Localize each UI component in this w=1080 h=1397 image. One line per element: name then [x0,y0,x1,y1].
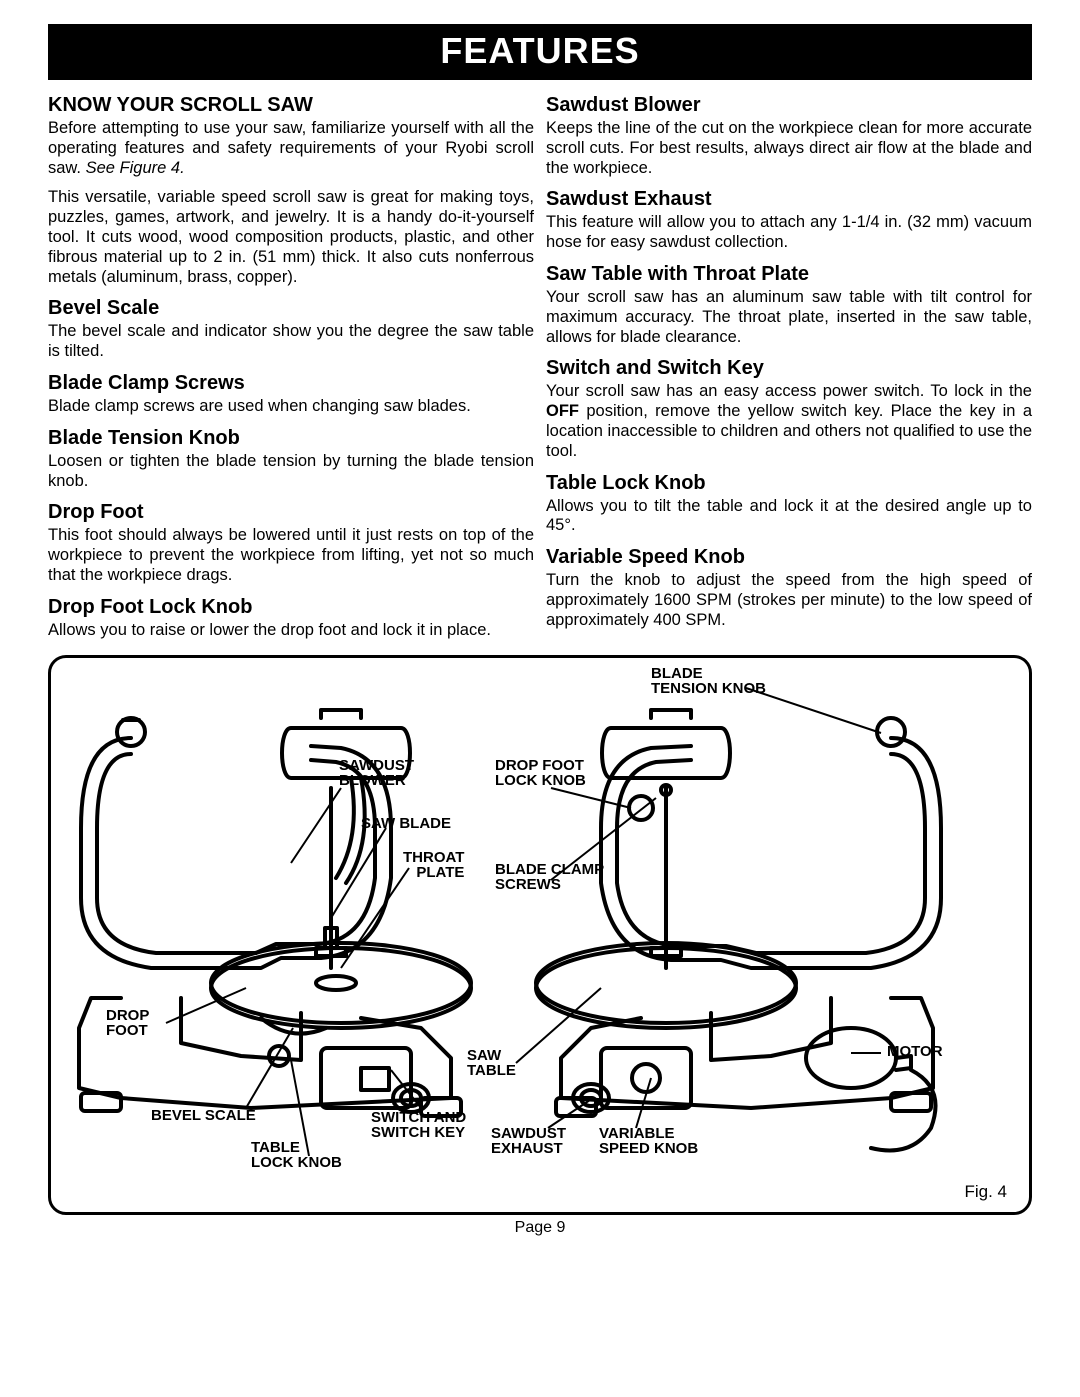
text-drop-foot-lock-knob: Allows you to raise or lower the drop fo… [48,621,534,641]
heading-switch-and-key: Switch and Switch Key [546,357,1032,380]
label-blade-clamp-screws: BLADE CLAMP SCREWS [495,862,604,894]
text-sawdust-exhaust: This feature will allow you to attach an… [546,213,1032,253]
text-sawdust-blower: Keeps the line of the cut on the workpie… [546,119,1032,178]
manual-page: FEATURES KNOW YOUR SCROLL SAW Before att… [0,0,1080,1257]
heading-bevel-scale: Bevel Scale [48,297,534,320]
page-number: Page 9 [48,1219,1032,1237]
heading-table-lock-knob: Table Lock Knob [546,472,1032,495]
intro-paragraph-2: This versatile, variable speed scroll sa… [48,188,534,287]
two-column-layout: KNOW YOUR SCROLL SAW Before attempting t… [48,94,1032,641]
label-drop-foot: DROP FOOT [106,1008,149,1040]
heading-variable-speed-knob: Variable Speed Knob [546,546,1032,569]
figure-4-container: BLADE TENSION KNOB SAWDUST BLOWER DROP F… [48,655,1032,1215]
heading-blade-tension-knob: Blade Tension Knob [48,427,534,450]
text-blade-clamp-screws: Blade clamp screws are used when changin… [48,397,534,417]
section-title-bar: FEATURES [48,24,1032,80]
heading-sawdust-exhaust: Sawdust Exhaust [546,188,1032,211]
left-column: KNOW YOUR SCROLL SAW Before attempting t… [48,94,534,641]
intro-paragraph-1: Before attempting to use your saw, famil… [48,119,534,178]
text-table-lock-knob: Allows you to tilt the table and lock it… [546,497,1032,537]
text-drop-foot: This foot should always be lowered until… [48,526,534,585]
label-table-lock-knob: TABLE LOCK KNOB [251,1140,342,1172]
label-blade-tension-knob: BLADE TENSION KNOB [651,666,766,698]
heading-know-your-scroll-saw: KNOW YOUR SCROLL SAW [48,94,534,117]
label-drop-foot-lock-knob: DROP FOOT LOCK KNOB [495,758,586,790]
label-switch-and-key: SWITCH AND SWITCH KEY [371,1110,466,1142]
heading-blade-clamp-screws: Blade Clamp Screws [48,372,534,395]
label-sawdust-blower: SAWDUST BLOWER [339,758,414,790]
label-sawdust-exhaust: SAWDUST EXHAUST [491,1126,566,1158]
heading-drop-foot-lock-knob: Drop Foot Lock Knob [48,596,534,619]
heading-drop-foot: Drop Foot [48,501,534,524]
text-variable-speed-knob: Turn the knob to adjust the speed from t… [546,571,1032,630]
heading-sawdust-blower: Sawdust Blower [546,94,1032,117]
label-saw-table: SAW TABLE [467,1048,516,1080]
right-column: Sawdust Blower Keeps the line of the cut… [546,94,1032,641]
label-variable-speed-knob: VARIABLE SPEED KNOB [599,1126,698,1158]
text-bevel-scale: The bevel scale and indicator show you t… [48,322,534,362]
text-switch-and-key: Your scroll saw has an easy access power… [546,382,1032,461]
figure-caption: Fig. 4 [964,1182,1007,1202]
heading-saw-table-throat-plate: Saw Table with Throat Plate [546,263,1032,286]
text-blade-tension-knob: Loosen or tighten the blade tension by t… [48,452,534,492]
label-throat-plate: THROAT PLATE [403,850,464,882]
label-bevel-scale: BEVEL SCALE [151,1108,256,1124]
label-motor: MOTOR [887,1044,943,1060]
label-saw-blade: SAW BLADE [361,816,451,832]
text-saw-table-throat-plate: Your scroll saw has an aluminum saw tabl… [546,288,1032,347]
